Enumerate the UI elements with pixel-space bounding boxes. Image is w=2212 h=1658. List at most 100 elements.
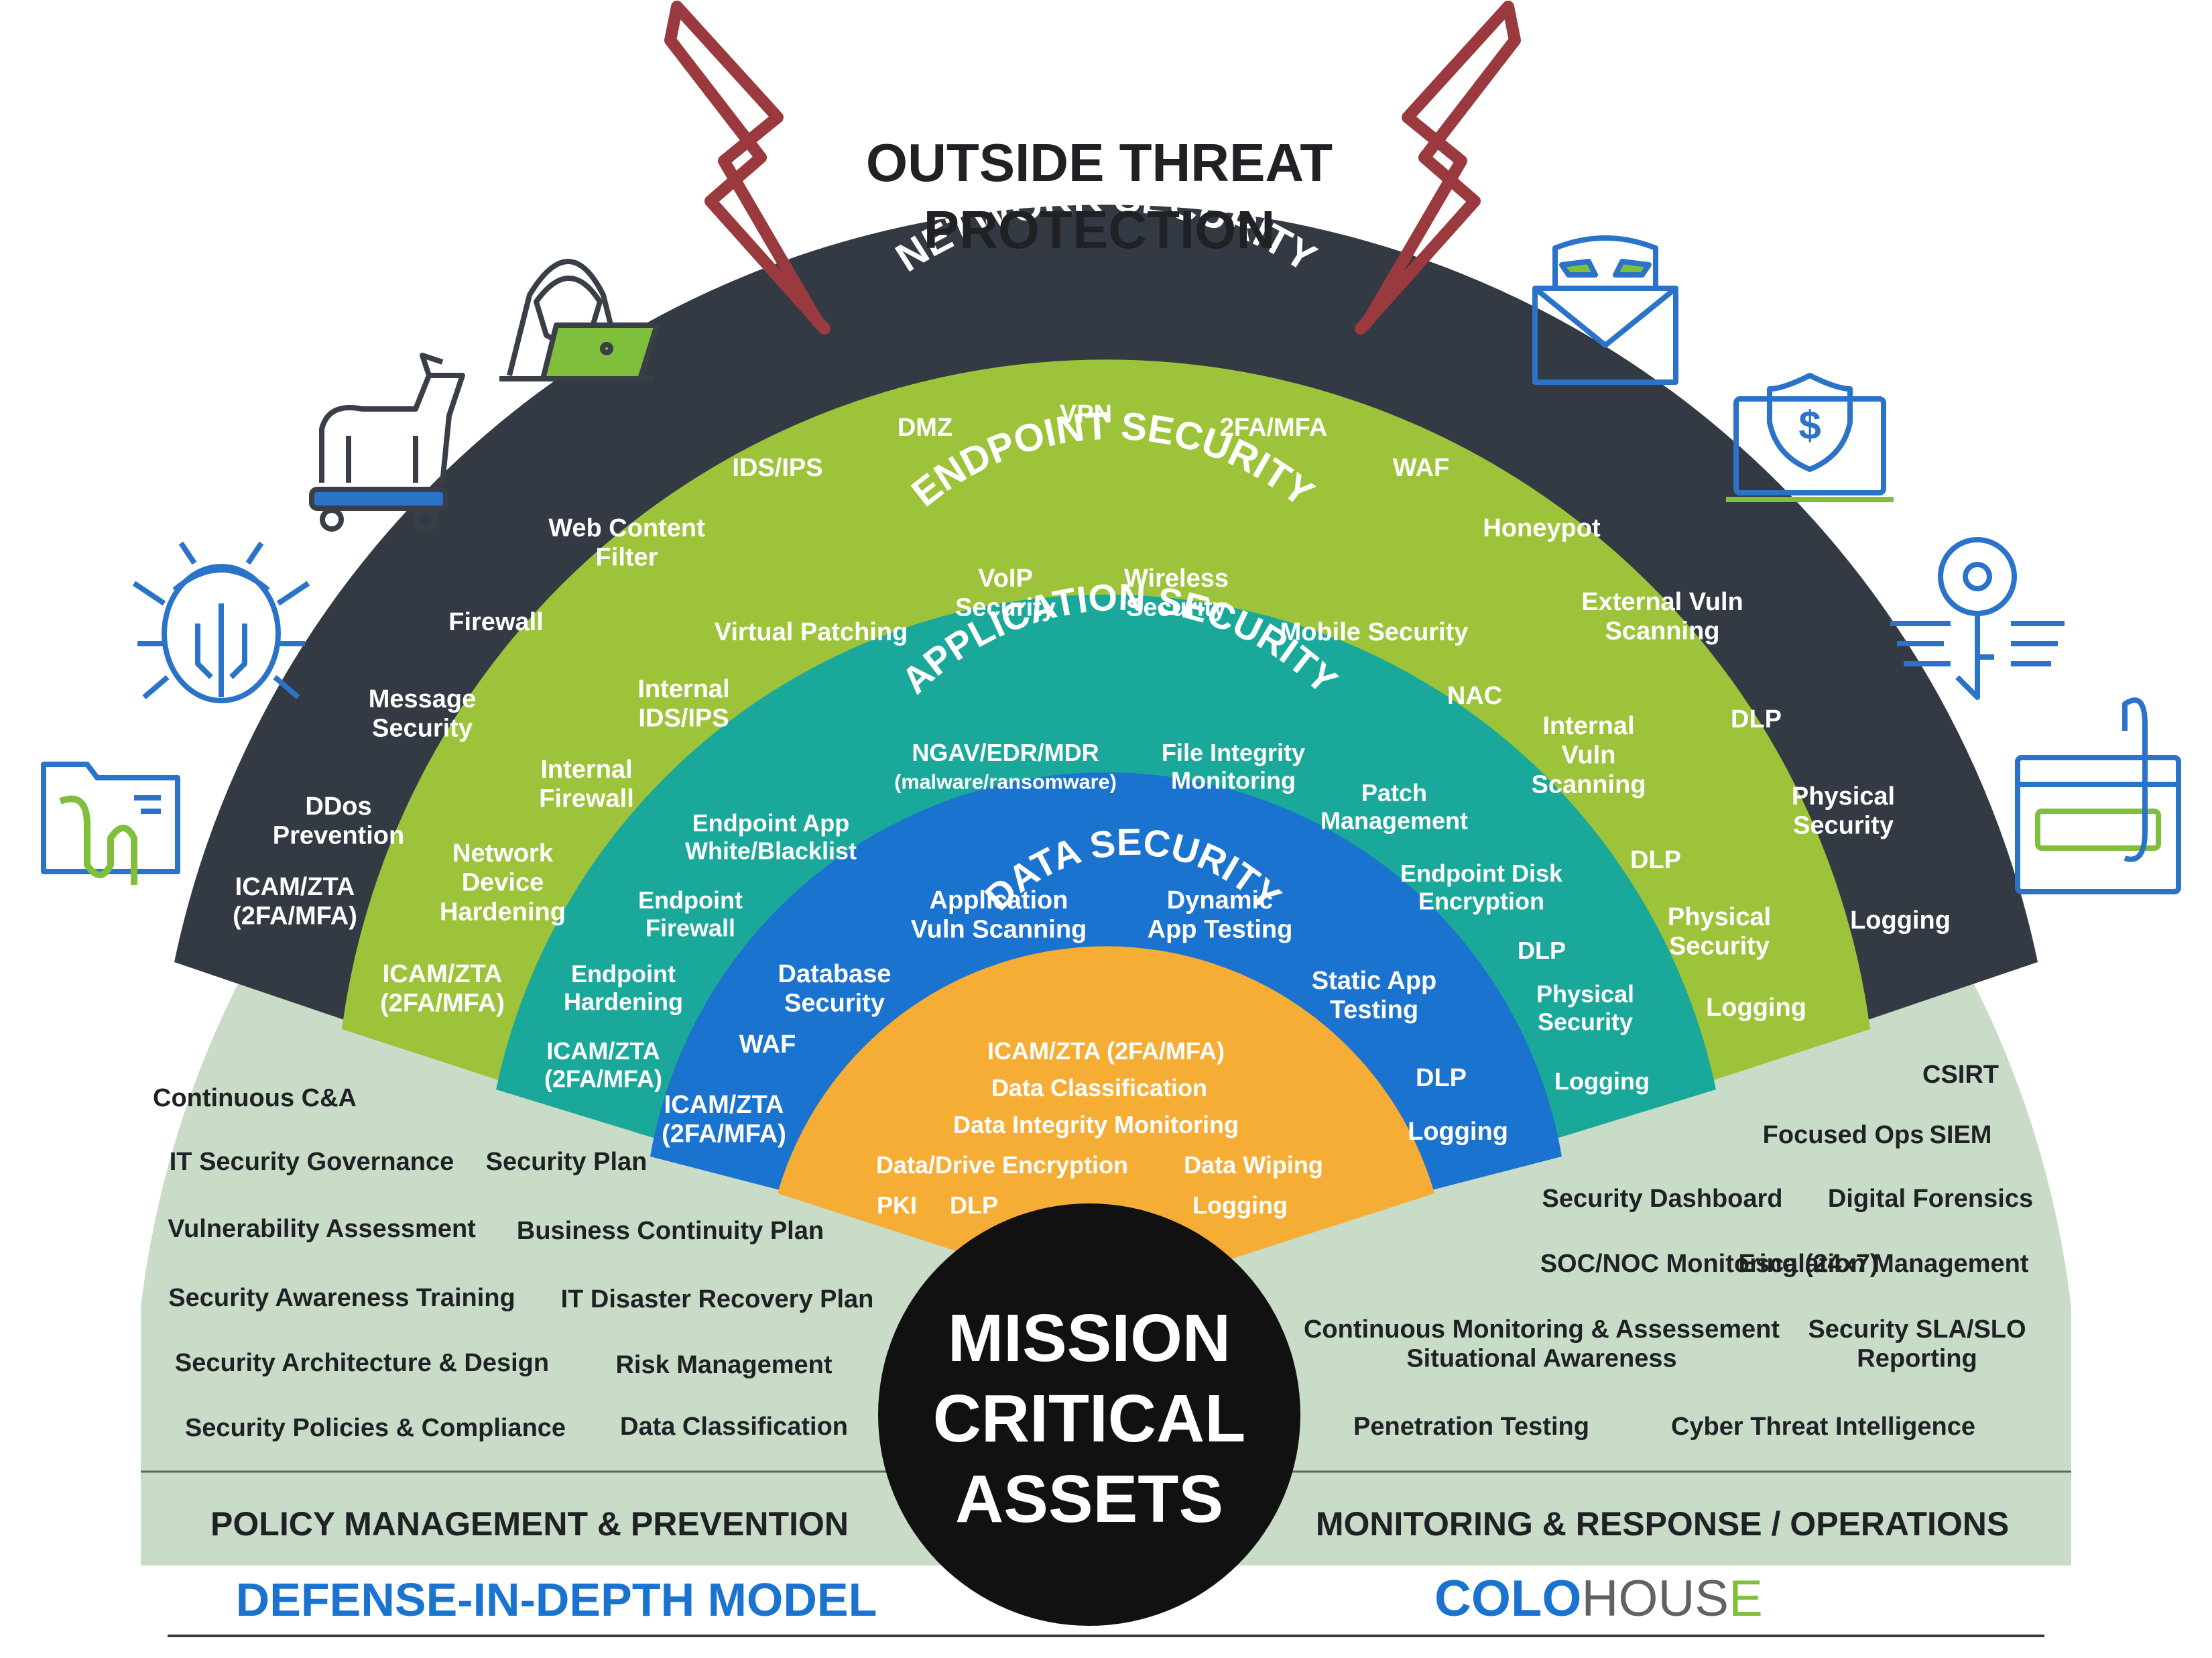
malware-folder-icon: [41, 762, 180, 885]
data-security-ring: [778, 946, 1434, 1260]
application-item: Static App Testing: [1312, 967, 1437, 1024]
perimeter-item: DMZ: [898, 414, 953, 442]
network-item: Mobile Security: [1280, 618, 1469, 646]
data-item: Data Integrity Monitoring: [953, 1111, 1239, 1138]
policy-item: IT Disaster Recovery Plan: [561, 1285, 874, 1313]
header-title-line-2: PROTECTION: [924, 200, 1275, 259]
network-item: Virtual Patching: [715, 618, 908, 646]
brand-logo: COLOHOUSE: [1434, 1570, 1763, 1627]
core-line-1: MISSION: [948, 1301, 1231, 1376]
network-item: Wireless Security: [1124, 565, 1229, 622]
data-item: Data Classification: [991, 1074, 1207, 1102]
data-item: Data/Drive Encryption: [876, 1151, 1128, 1179]
lightning-bolt-left-icon: [664, 1, 831, 335]
network-item: Physical Security: [1668, 903, 1771, 961]
perimeter-item: Web Content Filter: [548, 514, 705, 572]
policy-item: Risk Management: [615, 1351, 832, 1379]
endpoint-item: File Integrity Monitoring: [1162, 739, 1305, 794]
perimeter-item: 2FA/MFA: [1220, 414, 1327, 442]
monitoring-item: Escalation Management: [1739, 1250, 2029, 1278]
perimeter-item: External Vuln Scanning: [1581, 588, 1743, 646]
perimeter-item: Logging: [1850, 906, 1951, 935]
network-item: DLP: [1630, 846, 1681, 874]
secure-laptop-icon: $: [1726, 373, 1894, 502]
network-item: Logging: [1706, 994, 1806, 1022]
network-items: VoIP Security Wireless Security Virtual Patc…: [380, 565, 1806, 1022]
endpoint-item: Endpoint Firewall: [638, 886, 743, 941]
perimeter-items: DMZ VPN 2FA/MFA IDS/IPS WAF Web Content Filter…: [233, 400, 1951, 935]
header-title-line-1: OUTSIDE THREAT: [866, 133, 1333, 192]
policy-item: Security Awareness Training: [168, 1284, 515, 1312]
perimeter-item: Physical Security: [1792, 782, 1895, 840]
monitoring-item: Continuous Monitoring & Assessement Situa…: [1304, 1315, 1780, 1373]
endpoint-item: Physical Security: [1536, 980, 1634, 1035]
svg-text:$: $: [1798, 403, 1821, 448]
monitoring-item: Cyber Threat Intelligence: [1671, 1413, 1975, 1441]
data-item: DLP: [950, 1191, 998, 1219]
endpoint-item: Logging: [1554, 1067, 1650, 1095]
application-item: DLP: [1416, 1064, 1467, 1092]
perimeter-item: Honeypot: [1483, 514, 1601, 542]
endpoint-items: NGAV/EDR/MDR (malware/ransomware) File Int…: [544, 739, 1650, 1095]
monitoring-item: Security SLA/SLO Reporting: [1808, 1315, 2026, 1373]
policy-item: Continuous C&A: [153, 1084, 357, 1112]
monitoring-footer: MONITORING & RESPONSE / OPERATIONS: [1316, 1505, 2009, 1543]
brand-part-3: E: [1729, 1570, 1763, 1627]
monitoring-items: CSIRT Focused Ops SIEM Security Dashboard Di…: [1304, 1061, 2033, 1441]
core-line-2: CRITICAL: [933, 1381, 1246, 1456]
policy-item: Security Policies & Compliance: [185, 1414, 566, 1442]
lightning-bolt-right-icon: [1355, 1, 1521, 335]
mission-critical-core: [878, 1203, 1300, 1626]
data-item: ICAM/ZTA (2FA/MFA): [987, 1037, 1225, 1065]
hacker-icon: [499, 259, 660, 381]
policy-item: IT Security Governance: [170, 1148, 454, 1176]
policy-footer: POLICY MANAGEMENT & PREVENTION: [210, 1505, 849, 1543]
monitoring-item: SIEM: [1930, 1121, 1992, 1149]
application-item: ICAM/ZTA (2FA/MFA): [662, 1091, 786, 1148]
monitoring-item: Focused Ops: [1763, 1121, 1924, 1149]
perimeter-item: Firewall: [448, 608, 544, 636]
trojan-horse-icon: [309, 353, 465, 532]
bug-virus-icon: [132, 541, 310, 703]
application-item: Application Vuln Scanning: [911, 886, 1087, 944]
application-item: WAF: [739, 1030, 796, 1059]
perimeter-item: DLP: [1731, 705, 1782, 733]
perimeter-item: WAF: [1393, 454, 1449, 482]
network-item: ICAM/ZTA (2FA/MFA): [380, 960, 505, 1018]
monitoring-item: Security Dashboard: [1542, 1185, 1783, 1213]
policy-item: Security Architecture & Design: [175, 1349, 549, 1377]
data-item: PKI: [877, 1191, 917, 1219]
policy-item: Vulnerability Assessment: [168, 1215, 476, 1243]
brand-part-2: HOUS: [1582, 1570, 1729, 1627]
network-item: Internal Firewall: [539, 756, 634, 813]
monitoring-item: SOC/NOC Monitoring (24x7): [1540, 1250, 1879, 1278]
perimeter-item: DDos Prevention: [273, 792, 404, 850]
digital-key-icon: [1890, 537, 2065, 700]
network-item: NAC: [1447, 682, 1502, 710]
application-item: Database Security: [778, 960, 892, 1018]
data-items: ICAM/ZTA (2FA/MFA) Data Classification Dat…: [876, 1037, 1323, 1219]
endpoint-item: Endpoint Hardening: [564, 960, 683, 1015]
network-item: Network Device Hardening: [440, 839, 566, 926]
password-phishing-icon: [2015, 697, 2181, 894]
endpoint-item: DLP: [1518, 937, 1566, 964]
perimeter-item: ICAM/ZTA (2FA/MFA): [233, 873, 357, 931]
phishing-email-icon: [1532, 235, 1678, 385]
policy-item: Business Continuity Plan: [517, 1217, 824, 1245]
endpoint-item: NGAV/EDR/MDR (malware/ransomware): [894, 739, 1117, 793]
application-item: Logging: [1408, 1118, 1508, 1146]
perimeter-item: VPN: [1060, 400, 1112, 428]
data-item: Logging: [1192, 1191, 1288, 1219]
perimeter-item: Message Security: [369, 685, 477, 743]
perimeter-item: IDS/IPS: [732, 454, 822, 482]
application-items: Application Vuln Scanning Dynamic App Testi…: [662, 886, 1508, 1148]
network-item: Internal IDS/IPS: [637, 675, 729, 733]
application-item: Dynamic App Testing: [1148, 886, 1293, 944]
endpoint-item: Endpoint Disk Encryption: [1400, 860, 1563, 914]
endpoint-item: ICAM/ZTA (2FA/MFA): [544, 1037, 662, 1092]
network-item: VoIP Security: [955, 565, 1056, 622]
monitoring-item: Digital Forensics: [1828, 1185, 2033, 1213]
network-item: Internal Vuln Scanning: [1531, 712, 1646, 798]
